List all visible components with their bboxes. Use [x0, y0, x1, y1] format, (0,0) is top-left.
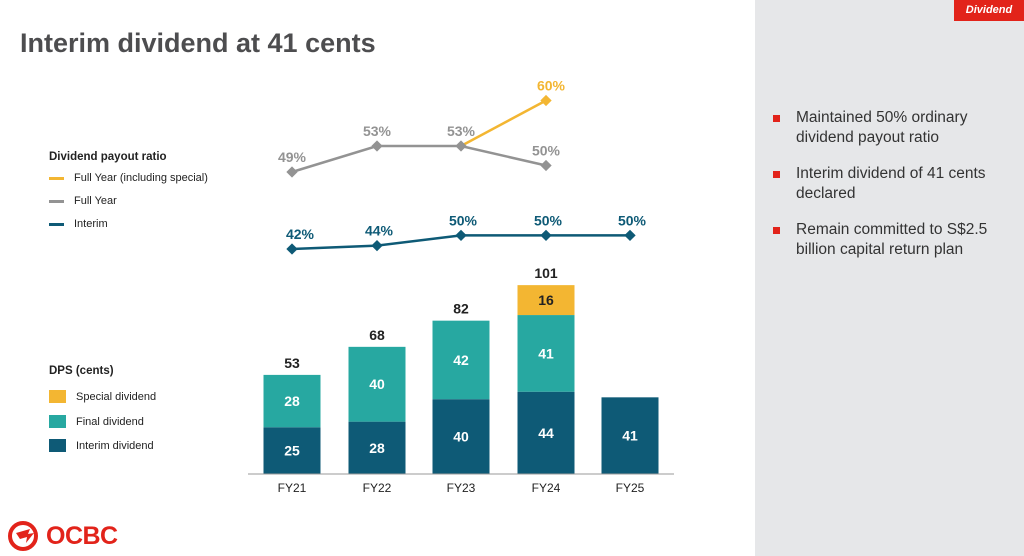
- ocbc-logo: OCBC: [8, 521, 118, 551]
- legend-label: Full Year: [74, 195, 117, 207]
- legend-special-dividend: Special dividend: [49, 390, 156, 403]
- x-tick-label: FY25: [616, 481, 645, 495]
- legend-final-dividend: Final dividend: [49, 415, 144, 428]
- dividend-chart: 25 28 53 FY21 28 40 68 FY22 40 42 82 FY23 44 41 16 101 F…: [248, 78, 674, 495]
- section-tag: Dividend: [954, 0, 1024, 21]
- bar-final-dividend-label: 28: [284, 393, 300, 409]
- bar-special-dividend-label: 16: [538, 292, 554, 308]
- bullet-text: Maintained 50% ordinary dividend payout …: [796, 109, 968, 146]
- x-tick-label: FY22: [363, 481, 392, 495]
- interim-payout-marker: [624, 229, 636, 242]
- full-year-value-label: 53%: [363, 123, 392, 139]
- bar-interim-dividend: [432, 399, 490, 474]
- bar-interim-dividend-label: 28: [369, 440, 385, 456]
- x-tick-label: FY24: [532, 481, 561, 495]
- full-year-marker: [371, 140, 383, 152]
- legend-swatch: [49, 222, 64, 226]
- bar-final-dividend: [348, 346, 406, 422]
- full-year-special-line: [460, 99, 547, 148]
- legend-swatch: [49, 439, 66, 452]
- bar-final-dividend: [517, 315, 575, 392]
- interim-payout-marker: [540, 229, 552, 242]
- x-tick-label: FY21: [278, 481, 307, 495]
- full-year-marker: [540, 159, 552, 172]
- bullet-square-icon: [773, 171, 780, 178]
- bar-final-dividend-label: 42: [453, 352, 469, 368]
- ocbc-logo-icon: [8, 521, 38, 551]
- bullet-item: Remain committed to S$2.5 billion capita…: [773, 220, 1018, 260]
- payout-legend-title: Dividend payout ratio: [49, 151, 167, 163]
- interim-payout-marker: [455, 229, 467, 242]
- bar-final-dividend: [263, 374, 321, 428]
- logo-text: OCBC: [46, 521, 118, 550]
- bar-interim-dividend-label: 40: [453, 429, 469, 445]
- bullet-square-icon: [773, 115, 780, 122]
- page-title: Interim dividend at 41 cents: [20, 28, 376, 58]
- full-year-line: [291, 144, 547, 174]
- legend-label: Special dividend: [76, 390, 157, 403]
- bar-total-label: 101: [534, 265, 558, 281]
- full-year-marker: [455, 140, 467, 152]
- bar-total-label: 53: [284, 355, 300, 371]
- bar-interim-dividend: [517, 391, 575, 474]
- bar-interim-dividend-label: 25: [284, 443, 300, 459]
- bar-interim-dividend-label: 44: [538, 425, 554, 441]
- interim-payout-value-label: 44%: [365, 223, 394, 239]
- bar-total-label: 68: [369, 327, 385, 343]
- legend-swatch: [49, 199, 64, 203]
- legend-label: Full Year (including special): [74, 172, 208, 184]
- bullet-square-icon: [773, 227, 780, 234]
- full-year-value-label: 49%: [278, 149, 307, 165]
- bullet-list: Maintained 50% ordinary dividend payout …: [773, 108, 1018, 276]
- full-year-value-label: 53%: [447, 123, 476, 139]
- interim-payout-value-label: 42%: [286, 226, 315, 242]
- bar-interim-dividend: [348, 421, 406, 474]
- interim-payout-marker: [286, 243, 298, 255]
- bar-final-dividend-label: 40: [369, 376, 385, 392]
- legend-swatch: [49, 176, 64, 180]
- full-year-marker: [286, 166, 298, 178]
- interim-payout-value-label: 50%: [618, 212, 647, 228]
- full-year-special-value-label: 60%: [537, 78, 566, 94]
- legend-label: Final dividend: [76, 415, 144, 428]
- legend-interim-dividend: Interim dividend: [49, 439, 154, 452]
- legend-swatch: [49, 390, 66, 403]
- bar-final-dividend-label: 41: [538, 345, 554, 361]
- x-tick-label: FY23: [447, 481, 476, 495]
- interim-payout-marker: [371, 239, 383, 252]
- dps-legend-title: DPS (cents): [49, 365, 114, 377]
- full-year-special-marker: [540, 94, 552, 107]
- bar-special-dividend: [517, 285, 575, 316]
- bullet-item: Maintained 50% ordinary dividend payout …: [773, 108, 1018, 148]
- bullet-text: Interim dividend of 41 cents declared: [796, 165, 986, 202]
- bar-interim-dividend: [601, 397, 659, 474]
- bar-interim-dividend-label: 41: [622, 428, 638, 444]
- sidebar-panel: Dividend Maintained 50% ordinary dividen…: [755, 0, 1024, 556]
- bar-total-label: 82: [453, 301, 469, 317]
- bar-interim-dividend: [263, 427, 321, 474]
- interim-payout-value-label: 50%: [534, 212, 563, 228]
- bar-final-dividend: [432, 320, 490, 400]
- legend-full-year: Full Year: [49, 195, 117, 207]
- legend-interim-line: Interim: [49, 218, 108, 230]
- bullet-item: Interim dividend of 41 cents declared: [773, 164, 1018, 204]
- legend-label: Interim: [74, 218, 108, 230]
- bullet-text: Remain committed to S$2.5 billion capita…: [796, 221, 988, 258]
- interim-payout-value-label: 50%: [449, 212, 478, 228]
- legend-full-year-special: Full Year (including special): [49, 172, 208, 184]
- full-year-value-label: 50%: [532, 143, 561, 159]
- legend-swatch: [49, 415, 66, 428]
- legend-label: Interim dividend: [76, 439, 154, 452]
